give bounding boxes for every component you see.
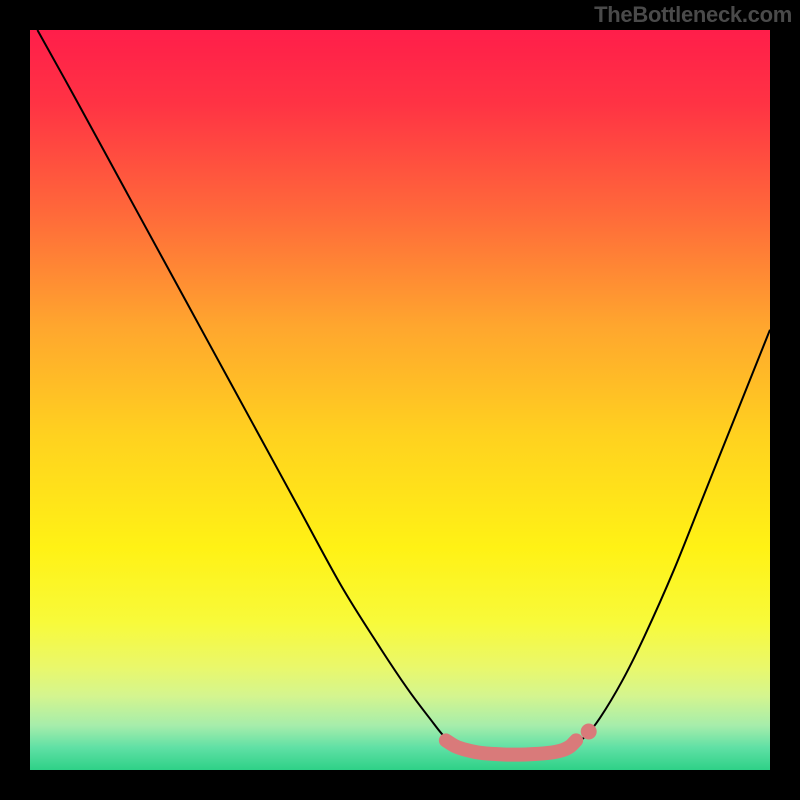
watermark-text: TheBottleneck.com	[594, 2, 792, 28]
gradient-background	[30, 30, 770, 770]
plot-area	[30, 30, 770, 770]
marker-dot	[581, 724, 597, 740]
chart-container: TheBottleneck.com	[0, 0, 800, 800]
plot-svg	[30, 30, 770, 770]
